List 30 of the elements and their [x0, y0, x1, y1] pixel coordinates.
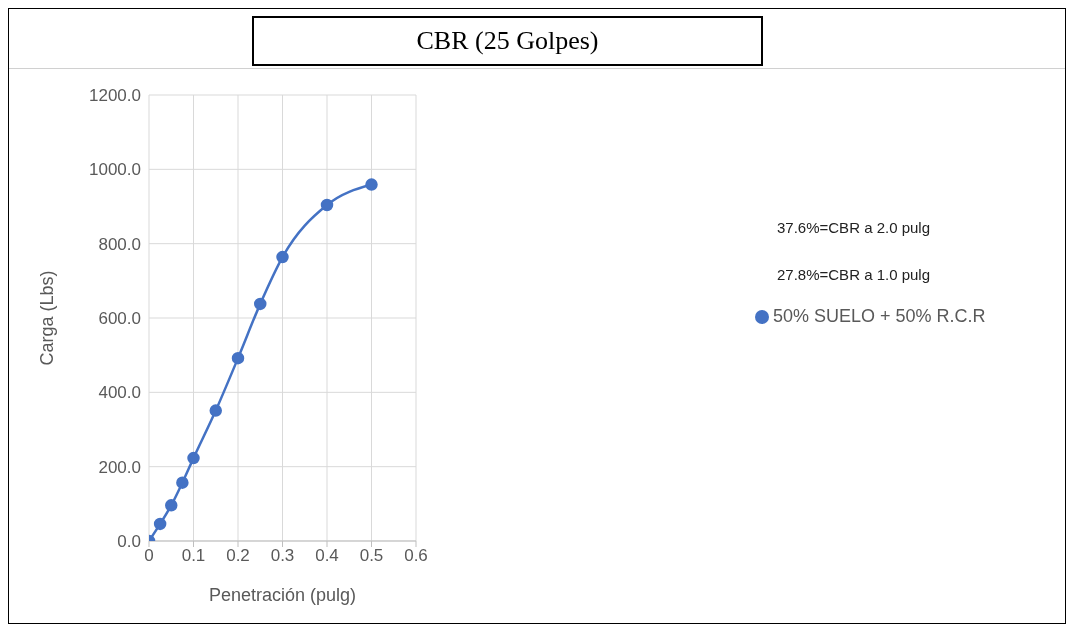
point [276, 250, 289, 264]
y-tick-label: 400.0 [98, 383, 141, 403]
y-tick-label: 1200.0 [89, 86, 141, 106]
y-tick-label: 0.0 [117, 532, 141, 552]
y-axis-title: Carga (Lbs) [37, 270, 58, 366]
x-tick-label: 0.5 [359, 546, 384, 566]
text: 27.8%=CBR a 1.0 pulg [777, 265, 931, 285]
point [187, 451, 200, 465]
point [365, 178, 378, 191]
point [153, 517, 167, 531]
x-tick-label: 0.3 [270, 546, 295, 566]
x-tick-label: 0.4 [315, 546, 339, 566]
legend-label: 50% SUELO + 50% R.C.R [773, 305, 986, 326]
point [165, 499, 178, 512]
point [209, 404, 222, 417]
point [320, 198, 334, 212]
y-tick-label: 600.0 [98, 309, 141, 329]
y-tick-label: 800.0 [98, 234, 141, 254]
point [254, 297, 267, 311]
point [176, 476, 189, 489]
x-tick-label: 0 [144, 546, 154, 566]
x-tick-label: 0.2 [226, 546, 250, 566]
x-tick-label: 0.1 [181, 546, 206, 566]
point [231, 351, 245, 365]
x-axis-title: Penetración (pulg) [208, 585, 357, 605]
y-tick-label: 200.0 [98, 457, 141, 477]
x-tick-label: 0.6 [404, 546, 428, 566]
text: CBR (25 Golpes) [252, 16, 763, 66]
text: 37.6%=CBR a 2.0 pulg [777, 218, 931, 238]
y-tick-label: 1000.0 [89, 160, 141, 180]
